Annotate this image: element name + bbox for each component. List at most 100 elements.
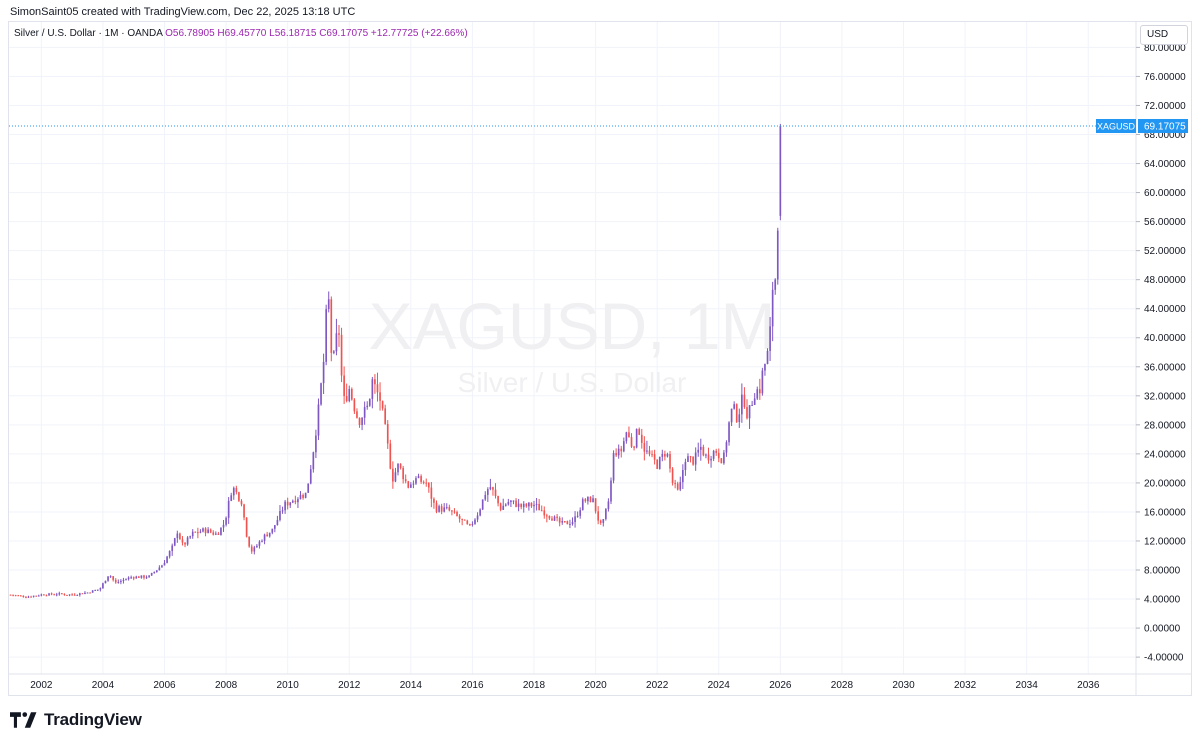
candle-body <box>333 351 335 353</box>
candle-up <box>561 517 564 525</box>
candle-down <box>73 593 76 596</box>
candle-down <box>286 497 289 510</box>
candle-body <box>363 407 366 418</box>
candle-body <box>263 534 266 541</box>
candle-body <box>410 484 412 488</box>
candle-body <box>186 537 189 545</box>
candle-down <box>422 480 425 485</box>
candle-up <box>168 550 171 559</box>
candle-up <box>274 525 276 533</box>
candle-body <box>569 523 571 525</box>
candle-down <box>566 520 569 525</box>
candle-up <box>412 480 415 489</box>
candle-down <box>14 594 17 597</box>
candle-down <box>758 378 761 400</box>
tradingview-logo[interactable]: TradingView <box>10 710 142 730</box>
candle-up <box>661 449 664 462</box>
candle-up <box>78 592 81 597</box>
candle-down <box>181 536 184 546</box>
chart-frame <box>8 21 1192 696</box>
time-axis: 2002 2004 2006 2008 2010 2012 2014 2016 2018 2020… <box>9 673 1191 691</box>
candle-body <box>248 536 251 547</box>
candle-down <box>551 516 553 521</box>
candle-down <box>494 483 497 499</box>
candle-down <box>81 593 84 595</box>
candle-body <box>340 334 343 376</box>
candle-down <box>235 485 238 495</box>
candle-up <box>779 123 782 221</box>
candle-body <box>635 429 638 448</box>
candle-up <box>253 545 256 555</box>
candle-body <box>350 388 353 400</box>
candle-up <box>705 453 707 459</box>
candle-body <box>189 536 191 538</box>
candle-body <box>535 503 538 505</box>
candle-body <box>132 577 135 579</box>
candle-up <box>658 456 661 470</box>
candle-down <box>451 509 453 516</box>
candle-body <box>22 595 25 598</box>
candle-body <box>466 520 469 525</box>
candle-down <box>615 448 617 457</box>
candle-body <box>138 576 140 578</box>
candle-body <box>99 588 102 590</box>
candle-body <box>258 541 261 546</box>
candle-body <box>338 333 340 335</box>
candle-body <box>558 517 561 523</box>
candle-body <box>587 496 589 502</box>
candle-down <box>43 594 45 596</box>
candle-body <box>530 502 533 507</box>
candle-up <box>163 560 166 566</box>
candle-up <box>756 386 759 400</box>
candle-down <box>563 521 566 523</box>
candle-body <box>317 404 320 436</box>
candle-body <box>361 417 363 425</box>
candle-up <box>510 499 512 507</box>
candle-down <box>35 595 38 597</box>
legend-low: L56.18715 <box>269 28 317 39</box>
candle-body <box>453 511 456 513</box>
candle-down <box>548 515 551 520</box>
candle-down <box>243 503 245 521</box>
candle-down <box>381 400 384 411</box>
candle-body <box>94 589 97 591</box>
candle-body <box>73 594 76 596</box>
candle-body <box>576 515 579 517</box>
candle-up <box>622 437 625 453</box>
candle-up <box>394 467 397 483</box>
candle-body <box>358 417 361 425</box>
candle-body <box>546 515 548 517</box>
candle-up <box>145 575 148 579</box>
candle-body <box>574 516 576 523</box>
candle-body <box>417 476 420 479</box>
candle-down <box>404 474 407 484</box>
candle-body <box>302 494 304 498</box>
candle-up <box>569 519 571 529</box>
candle-body <box>543 510 546 516</box>
candle-down <box>628 426 630 438</box>
candle-body <box>368 398 371 406</box>
candle-body <box>402 467 404 480</box>
candle-body <box>117 582 120 584</box>
currency-button[interactable]: USD <box>1140 25 1188 45</box>
candle-up <box>697 442 700 457</box>
candle-down <box>530 502 533 508</box>
candle-body <box>504 504 507 506</box>
candle-down <box>386 420 389 449</box>
candle-body <box>779 126 782 216</box>
candle-down <box>50 592 53 596</box>
candle-body <box>720 458 723 464</box>
price-axis-label: 76.00000 <box>1144 72 1186 83</box>
time-axis-label: 2016 <box>461 680 484 691</box>
candle-body <box>725 442 728 453</box>
candle-up <box>484 491 487 501</box>
candle-up <box>476 512 479 523</box>
candle-series <box>9 123 782 599</box>
candle-body <box>214 533 217 535</box>
candle-body <box>458 516 461 519</box>
candle-body <box>315 435 317 453</box>
candle-body <box>50 593 53 595</box>
candle-body <box>548 515 551 519</box>
candle-up <box>361 417 363 431</box>
